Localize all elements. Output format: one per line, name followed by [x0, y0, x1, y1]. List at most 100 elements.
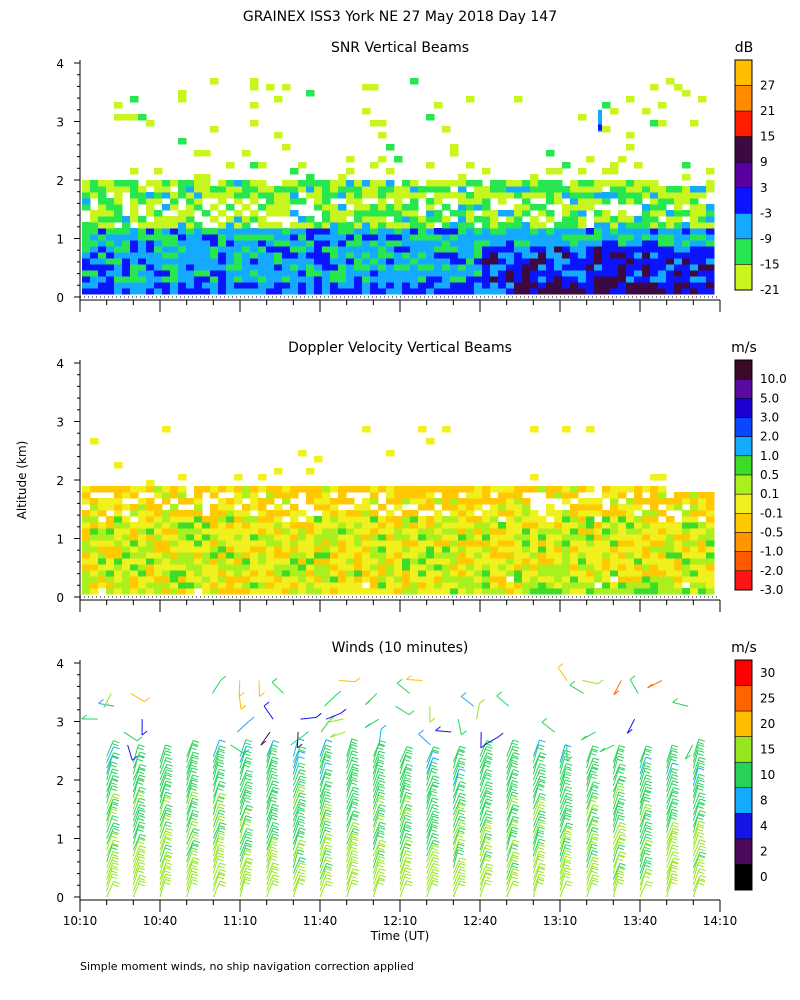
doppler-cell	[290, 522, 299, 529]
snr-cell	[90, 228, 99, 235]
snr-cell	[642, 210, 651, 217]
wind-barb-flag	[404, 794, 412, 798]
doppler-cell	[274, 558, 283, 565]
wind-barb-flag	[271, 849, 278, 853]
snr-cell	[90, 270, 99, 277]
wind-barb	[452, 799, 461, 816]
snr-cell	[114, 276, 123, 283]
y-tick-label: 0	[56, 591, 64, 605]
doppler-cell	[186, 570, 195, 577]
doppler-cell	[314, 498, 323, 505]
snr-cell	[322, 180, 331, 187]
snr-cell	[194, 246, 203, 253]
snr-cell	[426, 180, 435, 187]
doppler-cell	[474, 570, 483, 577]
doppler-cell	[178, 486, 187, 493]
snr-cell	[114, 252, 123, 259]
doppler-cell	[274, 516, 283, 523]
doppler-cell	[242, 510, 251, 517]
doppler-cell	[242, 540, 251, 547]
doppler-cell	[266, 498, 275, 505]
doppler-cell	[602, 588, 611, 595]
snr-cell	[618, 282, 627, 289]
wind-barb-flag	[618, 767, 625, 771]
wind-barb	[130, 692, 145, 703]
wind-barb-flag	[431, 836, 438, 839]
snr-cell	[106, 270, 115, 277]
snr-cell	[154, 270, 163, 277]
doppler-cell	[482, 498, 491, 505]
doppler-cell	[282, 546, 291, 553]
snr-cell	[666, 270, 675, 277]
colorbar-label: -2.0	[760, 564, 783, 578]
doppler-cell	[394, 522, 403, 529]
wind-barb	[346, 769, 354, 787]
wind-barb-flag	[697, 747, 704, 751]
doppler-cell	[674, 582, 683, 589]
snr-cell	[138, 276, 147, 283]
wind-barb-flag	[432, 833, 439, 836]
snr-cell	[130, 276, 139, 283]
doppler-cell	[250, 564, 259, 571]
snr-cell	[274, 204, 283, 211]
wind-barb-flag	[697, 814, 705, 818]
wind-barb-flag	[377, 853, 385, 856]
snr-cell	[666, 228, 675, 235]
snr-cell	[210, 246, 219, 253]
wind-barb-flag	[246, 828, 253, 832]
wind-barb-flag	[671, 794, 678, 798]
doppler-cell	[402, 510, 411, 517]
snr-cell	[98, 192, 107, 199]
snr-cell	[290, 210, 299, 217]
wind-barb-flag	[592, 833, 599, 837]
doppler-cell	[690, 498, 699, 505]
doppler-cell	[546, 546, 555, 553]
wind-barb-flag	[165, 766, 172, 770]
wind-barb-flag	[457, 765, 465, 769]
doppler-cell	[210, 516, 219, 523]
wind-barb-flag	[324, 877, 332, 880]
doppler-cell	[706, 552, 715, 559]
doppler-cell	[642, 522, 651, 529]
wind-barb-flag	[271, 877, 279, 881]
snr-cell	[394, 204, 403, 211]
snr-cell	[194, 240, 203, 247]
wind-barb	[692, 792, 701, 810]
doppler-cell	[106, 582, 115, 589]
snr-cell	[202, 180, 211, 187]
wind-barb-flag	[670, 753, 677, 756]
wind-barb	[452, 746, 461, 763]
snr-cell	[330, 210, 339, 217]
snr-cell	[234, 276, 243, 283]
wind-barb-flag	[404, 824, 412, 828]
doppler-cell	[386, 546, 395, 553]
snr-cell	[274, 210, 283, 217]
doppler-cell	[666, 534, 675, 541]
wind-barb-flag	[246, 745, 253, 749]
snr-cell	[690, 288, 699, 295]
snr-cell	[514, 96, 523, 103]
wind-barb	[399, 833, 407, 851]
doppler-cell	[658, 582, 667, 589]
doppler-cell	[178, 564, 187, 571]
snr-cell	[362, 234, 371, 241]
wind-barb-flag	[325, 750, 333, 754]
snr-cell	[634, 162, 643, 169]
snr-cell	[346, 168, 355, 175]
snr-units: dB	[735, 40, 754, 56]
wind-barb	[239, 770, 248, 787]
snr-cell	[250, 78, 259, 85]
wind-barb-flag	[616, 782, 624, 786]
wind-barb-flag	[218, 803, 226, 807]
doppler-cell	[658, 492, 667, 499]
wind-barb	[532, 739, 540, 757]
snr-cell	[570, 216, 579, 223]
doppler-cell	[546, 558, 555, 565]
wind-barb-flag	[219, 869, 227, 872]
snr-cell	[514, 264, 523, 271]
doppler-cell	[562, 486, 571, 493]
doppler-cell	[362, 522, 371, 529]
snr-cell	[650, 180, 659, 187]
wind-barb-flag	[404, 777, 411, 781]
snr-cell	[306, 222, 315, 229]
